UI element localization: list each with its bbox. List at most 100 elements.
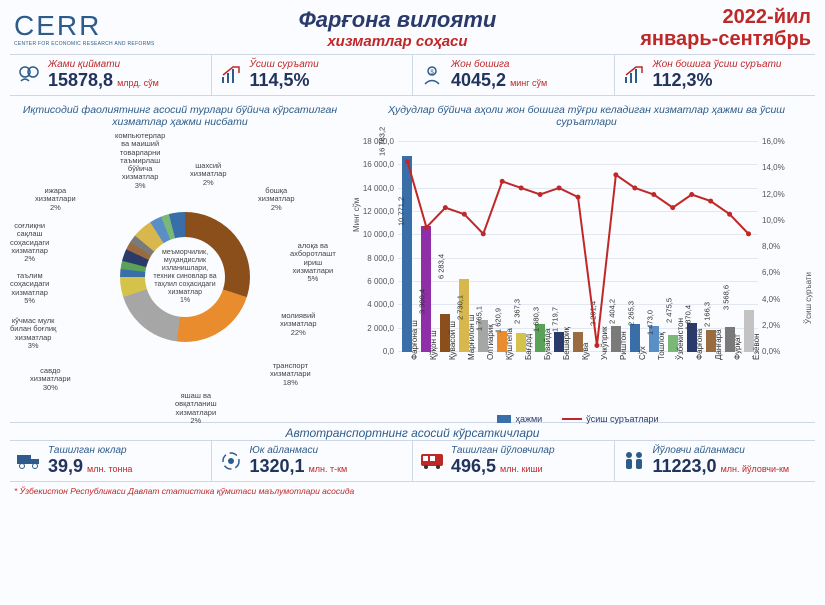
y-tick-right: 12,0%	[762, 190, 798, 199]
transport-row: Ташилган юклар 39,9 млн. тонна Юк айланм…	[10, 440, 815, 482]
y-tick-right: 14,0%	[762, 163, 798, 172]
y-tick-right: 4,0%	[762, 295, 798, 304]
bar-value-label: 16 763,2	[378, 127, 387, 156]
charts-row: Иқтисодий фаолиятнинг асосий турлари бўй…	[0, 102, 825, 422]
kpi-value: 4045,2	[451, 70, 506, 91]
x-tick-label: Марғилон ш	[467, 315, 476, 360]
y-tick-right: 16,0%	[762, 137, 798, 146]
kpi-value: 39,9	[48, 456, 83, 477]
kpi-cell: Жон бошига ўсиш суръати 112,3%	[615, 55, 816, 95]
kpi-label: Ўсиш суръати	[250, 59, 407, 70]
donut-slice-label: бошқахизматлар2%	[258, 187, 295, 212]
donut-slice-label: таълимсоҳасидагихизматлар5%	[10, 272, 49, 305]
legend-bar: ҳажми	[497, 414, 542, 424]
combo-panel: Ҳудудлар бўйича аҳоли жон бошига тўғри к…	[358, 102, 815, 422]
y-tick-left: 6 000,0	[358, 277, 394, 286]
y-tick-right: 6,0%	[762, 268, 798, 277]
logo: CERR CENTER FOR ECONOMIC RESEARCH AND RE…	[14, 10, 155, 47]
logo-subtitle: CENTER FOR ECONOMIC RESEARCH AND REFORMS	[14, 42, 155, 47]
donut-slice-label: шахсийхизматлар2%	[190, 162, 227, 187]
kpi-value: 1320,1	[250, 456, 305, 477]
kpi-unit: млн. киши	[500, 465, 543, 474]
bar-value-label: 1 473,0	[645, 310, 654, 335]
kpi-label: Жами қиймати	[48, 59, 205, 70]
date-block: 2022-йил январь-сентябрь	[640, 6, 811, 50]
x-tick-label: Фарғона	[695, 329, 704, 360]
donut-chart: меъморчилик, муҳандислик изланишлари, те…	[10, 132, 350, 422]
growth-icon	[621, 62, 647, 88]
bar-value-label: 2 265,3	[626, 301, 635, 326]
page-title: Фарғона вилояти хизматлар соҳаси	[155, 7, 641, 50]
x-tick-label: Қўқон ш	[429, 330, 438, 360]
cycle-icon	[218, 448, 244, 474]
kpi-value: 112,3%	[653, 70, 713, 91]
date-year: 2022-йил	[640, 6, 811, 28]
x-tick-label: Учкўприк	[600, 327, 609, 361]
x-tick-label: Қўштепа	[505, 328, 514, 360]
transport-title: Автотранспортнинг асосий кўрсаткичлари	[10, 422, 815, 440]
x-tick-label: Фурқат	[733, 334, 742, 360]
y-tick-left: 18 000,0	[358, 137, 394, 146]
kpi-label: Ташилган йўловчилар	[451, 445, 608, 456]
title-sub: хизматлар соҳаси	[155, 33, 641, 50]
y-tick-left: 12 000,0	[358, 207, 394, 216]
date-period: январь-сентябрь	[640, 28, 811, 50]
donut-slice-label: яшаш ваовқатланишхизматлари2%	[175, 392, 217, 425]
y-tick-right: 8,0%	[762, 242, 798, 251]
bar-value-label: 2 404,2	[607, 299, 616, 324]
y-tick-left: 4 000,0	[358, 300, 394, 309]
x-tick-label: Фарғона ш	[410, 320, 419, 360]
x-tick-label: Қувасой ш	[448, 321, 457, 360]
x-tick-label: Сўх	[638, 346, 647, 360]
truck-icon	[16, 448, 42, 474]
bar-value-label: 2 201,4	[588, 301, 597, 326]
donut-title: Иқтисодий фаолиятнинг асосий турлари бўй…	[10, 102, 350, 132]
x-tick-label: Ўзбекистон	[676, 318, 685, 360]
y-tick-right: 0,0%	[762, 347, 798, 356]
money-icon	[16, 62, 42, 88]
seat-icon	[621, 448, 647, 474]
kpi-label: Юк айланмаси	[250, 445, 407, 456]
combo-legend: ҳажми ўсиш суръатлари	[358, 414, 798, 424]
header: CERR CENTER FOR ECONOMIC RESEARCH AND RE…	[0, 0, 825, 52]
kpi-row: Жами қиймати 15878,8 млрд. сўм Ўсиш суръ…	[10, 54, 815, 96]
kpi-unit: млрд. сўм	[117, 79, 159, 88]
kpi-label: Жон бошига ўсиш суръати	[653, 59, 810, 70]
bar-value-label: 2 166,3	[702, 302, 711, 327]
donut-slice-label: соғлиқнисақлашсоҳасидагихизматлар2%	[10, 222, 49, 263]
kpi-value: 496,5	[451, 456, 496, 477]
x-tick-label: Данғара	[714, 329, 723, 360]
donut-center-label: меъморчилик, муҳандислик изланишлари, те…	[145, 237, 225, 317]
donut-slice-label: компьютерларва маишийтоварларнитаъмирлаш…	[115, 132, 165, 190]
legend-line: ўсиш суръатлари	[562, 414, 658, 424]
donut-slice-label: молиявийхизматлар22%	[280, 312, 317, 337]
x-tick-label: Риштон	[619, 331, 628, 360]
footnote: * Ўзбекистон Республикаси Давлат статист…	[0, 482, 825, 500]
bar-value-label: 1 680,3	[532, 307, 541, 332]
x-tick-label: Бағдод	[524, 334, 533, 360]
x-tick-label: Қува	[581, 343, 590, 360]
kpi-unit: млн. тонна	[87, 465, 132, 474]
donut-slice-label: ижарахизматлари2%	[35, 187, 76, 212]
kpi-label: Жон бошига	[451, 59, 608, 70]
x-tick-label: Тошлоқ	[657, 332, 666, 360]
kpi-unit: млн. йўловчи-км	[721, 465, 790, 474]
y-tick-left: 0,0	[358, 347, 394, 356]
donut-panel: Иқтисодий фаолиятнинг асосий турлари бўй…	[10, 102, 350, 422]
y-axis-right-title: Ўсиш суръати	[804, 272, 813, 324]
bar-value-label: 6 283,4	[437, 254, 446, 279]
kpi-cell: Юк айланмаси 1320,1 млн. т-км	[212, 441, 414, 481]
y-tick-right: 10,0%	[762, 216, 798, 225]
kpi-cell: Ташилган юклар 39,9 млн. тонна	[10, 441, 212, 481]
y-tick-left: 8 000,0	[358, 254, 394, 263]
combo-title: Ҳудудлар бўйича аҳоли жон бошига тўғри к…	[358, 102, 815, 132]
x-tick-label: Бувайда	[543, 329, 552, 360]
bar-value-label: 1 765,1	[475, 306, 484, 331]
x-tick-label: Олтиариқ	[486, 324, 495, 360]
kpi-cell: Йўловчи айланмаси 11223,0 млн. йўловчи-к…	[615, 441, 816, 481]
y-tick-right: 2,0%	[762, 321, 798, 330]
bar-value-label: 2 475,5	[664, 298, 673, 323]
x-tick-label: Бешариқ	[562, 327, 571, 360]
donut-slice-label: алоқа ваахборотлаштиришхизматлари5%	[290, 242, 336, 283]
kpi-label: Йўловчи айланмаси	[653, 445, 810, 456]
